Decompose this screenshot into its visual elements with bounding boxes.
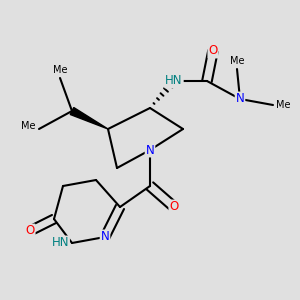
Text: Me: Me	[53, 65, 67, 75]
Polygon shape	[70, 107, 108, 129]
Text: HN: HN	[52, 236, 69, 250]
Text: Me: Me	[276, 100, 290, 110]
Text: HN: HN	[165, 74, 183, 88]
Text: O: O	[169, 200, 178, 214]
Text: Me: Me	[22, 121, 36, 131]
Text: N: N	[236, 92, 244, 106]
Text: N: N	[146, 143, 154, 157]
Text: O: O	[26, 224, 34, 238]
Text: Me: Me	[230, 56, 244, 66]
Text: N: N	[100, 230, 109, 244]
Text: O: O	[208, 44, 217, 58]
